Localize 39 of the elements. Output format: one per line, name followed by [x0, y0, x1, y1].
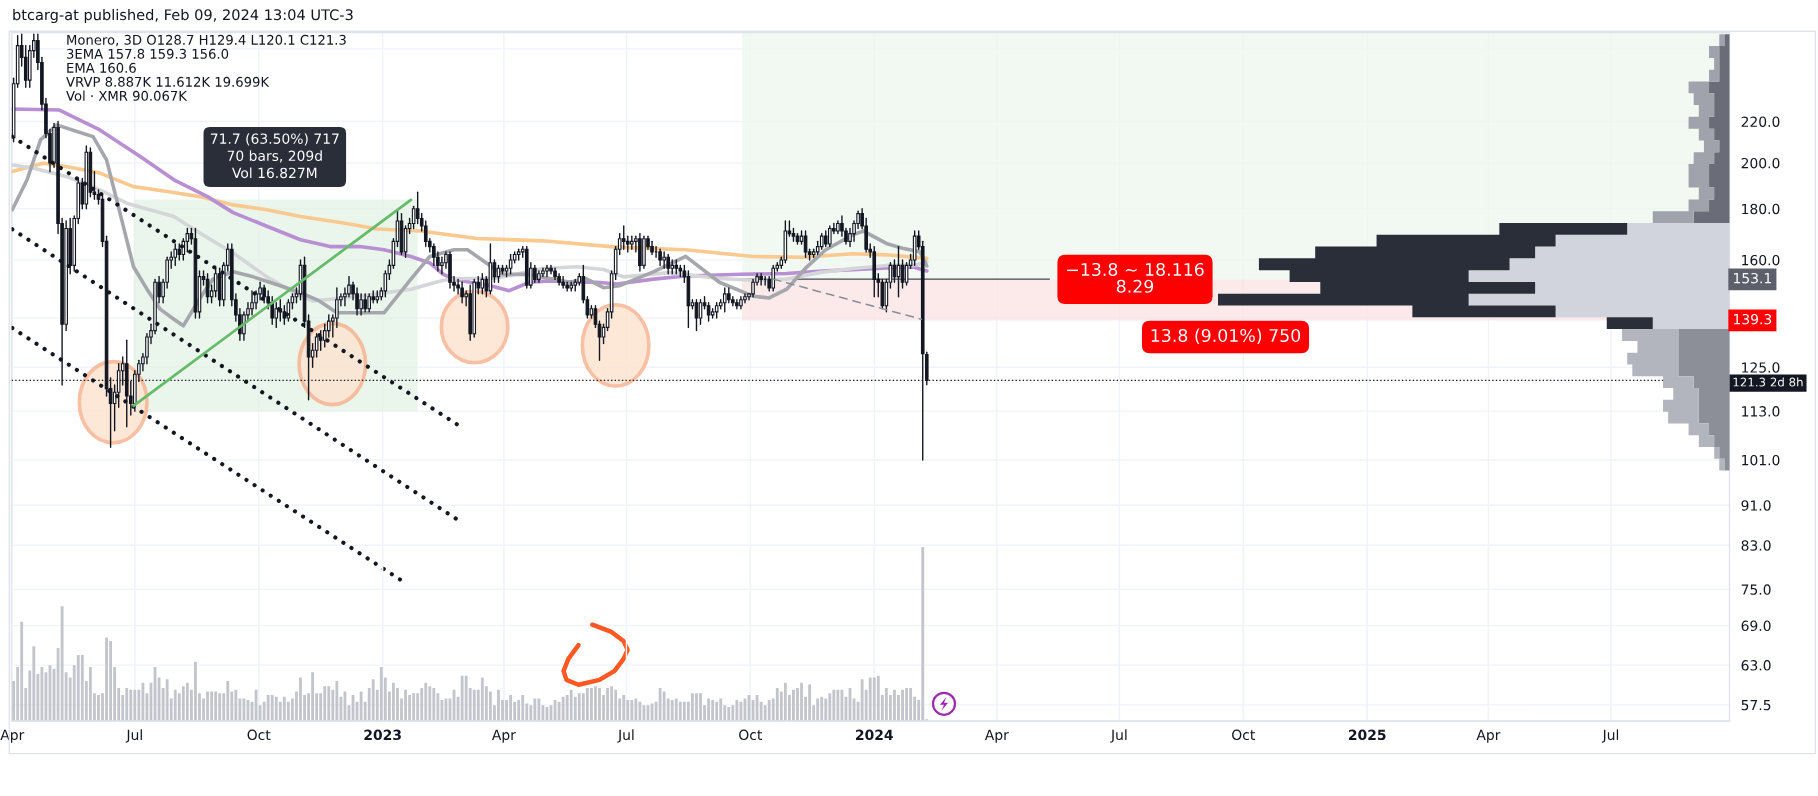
annotation: −13.8 ~ 18.116 8.29: [1067, 262, 1204, 293]
x-tick-label: Oct: [247, 729, 271, 741]
y-tick-label: 220.0: [1741, 116, 1780, 127]
text: btcarg-at published, Feb 09, 2024 13:04 UTC-3: [13, 8, 353, 24]
x-tick-label: Oct: [739, 729, 763, 741]
annotation: 13.8 (9.01%) 750: [1151, 328, 1301, 345]
x-tick-label: 2023: [364, 729, 401, 741]
y-tick-label: 160.0: [1742, 254, 1780, 266]
y-tick-label: 69.0: [1741, 620, 1771, 632]
annotation: 3EMA 157.8 159.3 156.0: [67, 48, 229, 59]
chart-title: Monero, 3D O128.7 H129.4 L120.1 C121.3: [67, 34, 346, 47]
y-tick-label: 83.0: [1741, 540, 1771, 551]
x-tick-label: 2024: [856, 729, 893, 741]
x-tick-label: Jul: [617, 729, 634, 743]
x-tick-label: Apr: [0, 729, 25, 743]
x-tick-label: Jul: [1110, 729, 1127, 743]
x-tick-label: Apr: [984, 729, 1009, 743]
annotation: VRVP 8.887K 11.612K 19.699K: [66, 76, 270, 87]
text: 153.1: [1734, 272, 1771, 284]
y-tick-label: 75.0: [1741, 584, 1771, 595]
y-tick-label: 101.0: [1742, 454, 1780, 466]
y-tick-label: 113.0: [1742, 406, 1780, 417]
y-tick-label: 91.0: [1741, 500, 1771, 511]
annotation: Vol · XMR 90.067K: [66, 90, 188, 101]
x-tick-label: 2025: [1348, 729, 1386, 741]
x-tick-label: Jul: [125, 729, 142, 743]
y-tick-label: 125.0: [1742, 362, 1780, 373]
y-tick-label: 200.0: [1741, 157, 1780, 169]
annotation: EMA 160.6: [67, 62, 136, 73]
y-tick-label: 63.0: [1741, 660, 1771, 671]
y-tick-label: 57.5: [1741, 699, 1771, 711]
x-tick-label: Apr: [1476, 729, 1501, 743]
ref-line-label: 121.3 2d 8h: [1733, 377, 1803, 387]
annotation: 71.7 (63.50%) 717 70 bars, 209d Vol 16.827M: [210, 133, 339, 179]
x-tick-label: Oct: [1232, 729, 1255, 741]
y-tick-label: 180.0: [1742, 203, 1780, 215]
x-tick-label: Jul: [1601, 729, 1619, 743]
x-tick-label: Apr: [491, 729, 516, 743]
text: 139.3: [1734, 313, 1772, 325]
